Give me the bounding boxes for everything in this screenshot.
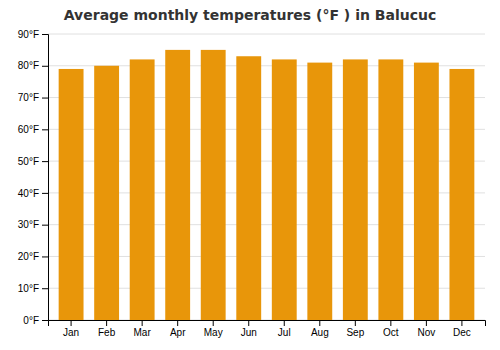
tick-label: 10°F	[18, 283, 39, 294]
tick: May	[204, 320, 223, 338]
bar	[272, 59, 297, 320]
bar	[130, 59, 155, 320]
tick-label: Aug	[311, 327, 329, 338]
bar	[201, 50, 226, 320]
tick-label: Sep	[346, 327, 364, 338]
tick-mark	[42, 320, 48, 321]
tick-label: 70°F	[18, 92, 39, 103]
tick-label: 50°F	[18, 156, 39, 167]
chart-svg: 0°F 10°F 20°F 30°F 40°F 50°F 60°F 70°F 80°F 90°F J…	[0, 0, 500, 350]
bar	[343, 59, 368, 320]
tick: Dec	[453, 320, 471, 338]
tick: 0°F	[23, 315, 48, 326]
grid	[48, 34, 485, 320]
tick-label: 20°F	[18, 251, 39, 262]
tick-label: Apr	[170, 327, 186, 338]
tick-label: 60°F	[18, 124, 39, 135]
bar	[165, 50, 190, 320]
tick: 50°F	[18, 156, 48, 167]
tick: 20°F	[18, 251, 48, 262]
tick-mark	[42, 129, 48, 130]
tick-label: Jun	[241, 327, 257, 338]
tick-mark	[71, 320, 72, 326]
title: Average monthly temperatures (°F ) in Ba…	[64, 7, 436, 23]
tick-mark	[42, 225, 48, 226]
tick: 30°F	[18, 219, 48, 230]
tick-label: Jul	[278, 327, 291, 338]
bar	[59, 69, 84, 320]
tick: Aug	[311, 320, 329, 338]
tick: Mar	[134, 320, 152, 338]
axis-line	[49, 321, 486, 327]
tick-mark	[284, 320, 285, 326]
grid-line	[48, 34, 485, 35]
tick-mark	[106, 320, 107, 326]
tick-label: Dec	[453, 327, 471, 338]
tick: Apr	[170, 320, 186, 338]
bar	[378, 59, 403, 320]
tick-mark	[248, 320, 249, 326]
tick: Sep	[346, 320, 364, 338]
tick-label: 40°F	[18, 188, 39, 199]
tick-mark	[42, 98, 48, 99]
tick-mark	[42, 66, 48, 67]
tick: 60°F	[18, 124, 48, 135]
tick-label: Oct	[383, 327, 399, 338]
bar	[307, 63, 332, 320]
bar	[449, 69, 474, 320]
tick-mark	[426, 320, 427, 326]
tick: Jul	[278, 320, 291, 338]
tick: Jan	[63, 320, 79, 338]
tick-mark	[42, 34, 48, 35]
tick-mark	[42, 256, 48, 257]
tick-label: Nov	[417, 327, 435, 338]
bar	[94, 66, 119, 320]
tick-label: Jan	[63, 327, 79, 338]
tick: Nov	[417, 320, 435, 338]
tick-mark	[42, 193, 48, 194]
tick: 90°F	[18, 29, 48, 40]
bar	[414, 63, 439, 320]
tick: Feb	[98, 320, 116, 338]
tick-mark	[142, 320, 143, 326]
tick-label: May	[204, 327, 223, 338]
chart-container: 0°F 10°F 20°F 30°F 40°F 50°F 60°F 70°F 80°F 90°F J…	[0, 0, 500, 350]
tick-mark	[355, 320, 356, 326]
bars	[59, 50, 475, 320]
plot-area: 0°F 10°F 20°F 30°F 40°F 50°F 60°F 70°F 80°F 90°F J…	[18, 29, 486, 338]
tick-mark	[390, 320, 391, 326]
axis-line	[42, 35, 49, 321]
tick-mark	[42, 161, 48, 162]
bar	[236, 56, 261, 320]
x-axis: Jan Feb Mar Apr May Jun Jul Aug Sep Oct Nov Dec	[49, 320, 486, 338]
tick-label: Mar	[134, 327, 152, 338]
tick: 40°F	[18, 188, 48, 199]
y-axis: 0°F 10°F 20°F 30°F 40°F 50°F 60°F 70°F 80°F 90°F	[18, 29, 49, 326]
tick-mark	[461, 320, 462, 326]
tick-label: 80°F	[18, 60, 39, 71]
tick-label: 30°F	[18, 219, 39, 230]
tick: 10°F	[18, 283, 48, 294]
tick-mark	[213, 320, 214, 326]
tick-mark	[177, 320, 178, 326]
tick-label: Feb	[98, 327, 116, 338]
tick-mark	[42, 288, 48, 289]
tick-mark	[319, 320, 320, 326]
tick: 70°F	[18, 92, 48, 103]
tick: Oct	[383, 320, 399, 338]
tick: 80°F	[18, 60, 48, 71]
tick: Jun	[241, 320, 257, 338]
tick-label: 90°F	[18, 29, 39, 40]
tick-label: 0°F	[23, 315, 39, 326]
